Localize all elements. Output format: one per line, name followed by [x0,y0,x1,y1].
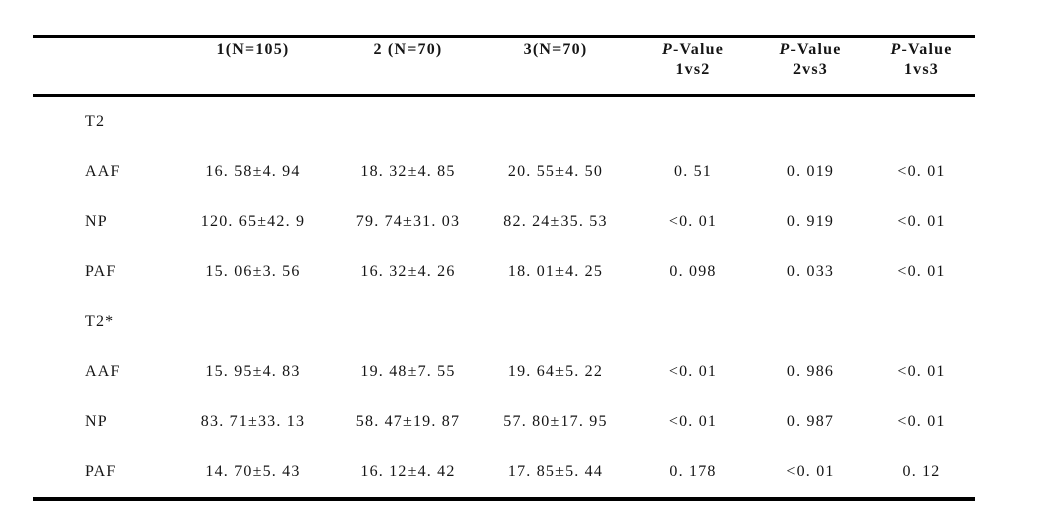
cell-value [478,297,633,347]
row-label: T2 [85,113,106,130]
row-label: T2* [85,313,115,330]
cell-value: <0. 01 [897,213,946,230]
pvalue-label: P-Value [779,41,841,58]
cell-value: 0. 178 [669,463,717,480]
header-pvalue-1vs3: P-Value 1vs3 [868,37,975,96]
cell-value: <0. 01 [897,413,946,430]
value-word: -Value [901,41,953,58]
cell-value: <0. 01 [897,363,946,380]
row-label: AAF [85,363,121,380]
cell-value: 120. 65±42. 9 [200,213,306,230]
cell-value [168,297,338,347]
cell-value: 79. 74±31. 03 [355,213,461,230]
cell-value: <0. 01 [668,363,718,380]
header-group-3: 3(N=70) [523,41,588,58]
statistics-table: 1(N=105) 2 (N=70) 3(N=70) P-Value 1vs2 P… [33,35,975,501]
cell-value: 0. 12 [902,463,941,480]
cell-value: 0. 987 [786,413,835,430]
header-pvalue-2vs3: P-Value 2vs3 [753,37,868,96]
row-label: PAF [85,263,117,280]
cell-value: 18. 01±4. 25 [507,263,604,280]
row-label: PAF [85,463,117,480]
data-row: PAF 15. 06±3. 56 16. 32±4. 26 18. 01±4. 25 0… [33,247,975,297]
cell-value: 14. 70±5. 43 [205,463,301,480]
cell-value: 58. 47±19. 87 [355,413,461,430]
section-row: T2* [33,297,975,347]
row-label: NP [85,413,108,430]
cell-value [753,96,868,148]
cell-value [753,297,868,347]
cell-value: <0. 01 [786,463,835,480]
cell-value [633,96,753,148]
cell-value: 0. 019 [786,163,835,180]
cell-value [868,96,975,148]
cell-value: 0. 51 [674,163,712,180]
cell-value [168,96,338,148]
cell-value: <0. 01 [668,213,718,230]
cell-value: 57. 80±17. 95 [503,413,608,430]
row-label: NP [85,213,108,230]
value-word: -Value [672,41,725,58]
cell-value: 0. 033 [786,263,835,280]
p-symbol: P [661,41,673,58]
cell-value: 16. 58±4. 94 [205,163,301,180]
comparison-label: 1vs3 [903,61,940,78]
cell-value: 18. 32±4. 85 [360,163,456,180]
cell-value: 16. 12±4. 42 [360,463,456,480]
cell-value: 17. 85±5. 44 [507,463,604,480]
p-symbol: P [779,41,791,58]
pvalue-label: P-Value [890,41,952,58]
header-pvalue-1vs2: P-Value 1vs2 [633,37,753,96]
cell-value: 82. 24±35. 53 [503,213,608,230]
data-row: PAF 14. 70±5. 43 16. 12±4. 42 17. 85±5. 44 0… [33,447,975,499]
value-word: -Value [790,41,842,58]
header-group-2: 2 (N=70) [373,41,443,58]
cell-value: <0. 01 [897,163,946,180]
row-label: AAF [85,163,121,180]
cell-value: 16. 32±4. 26 [360,263,456,280]
table-body: T2 AAF 16. 58±4. 94 18. 32±4. 85 20. 55±4. 5… [33,96,975,500]
header-group-1: 1(N=105) [216,41,290,58]
cell-value: 0. 919 [786,213,835,230]
cell-value: 0. 986 [786,363,835,380]
cell-value [633,297,753,347]
cell-value: 15. 06±3. 56 [205,263,301,280]
data-row: AAF 16. 58±4. 94 18. 32±4. 85 20. 55±4. 50 0… [33,147,975,197]
cell-value [338,297,478,347]
header-label-column [33,37,168,96]
cell-value: 15. 95±4. 83 [205,363,301,380]
cell-value: <0. 01 [897,263,946,280]
data-row: AAF 15. 95±4. 83 19. 48±7. 55 19. 64±5. 22 <… [33,347,975,397]
data-row: NP 120. 65±42. 9 79. 74±31. 03 82. 24±35. 5… [33,197,975,247]
cell-value [338,96,478,148]
header-row: 1(N=105) 2 (N=70) 3(N=70) P-Value 1vs2 P… [33,37,975,96]
comparison-label: 2vs3 [792,61,829,78]
cell-value [478,96,633,148]
cell-value [868,297,975,347]
cell-value: <0. 01 [668,413,718,430]
cell-value: 0. 098 [669,263,717,280]
table-header: 1(N=105) 2 (N=70) 3(N=70) P-Value 1vs2 P… [33,37,975,96]
cell-value: 20. 55±4. 50 [507,163,604,180]
cell-value: 19. 64±5. 22 [507,363,604,380]
p-symbol: P [890,41,902,58]
section-row: T2 [33,96,975,148]
cell-value: 19. 48±7. 55 [360,363,456,380]
data-row: NP 83. 71±33. 13 58. 47±19. 87 57. 80±17. 9… [33,397,975,447]
comparison-label: 1vs2 [675,61,711,78]
cell-value: 83. 71±33. 13 [200,413,306,430]
pvalue-label: P-Value [662,41,724,58]
